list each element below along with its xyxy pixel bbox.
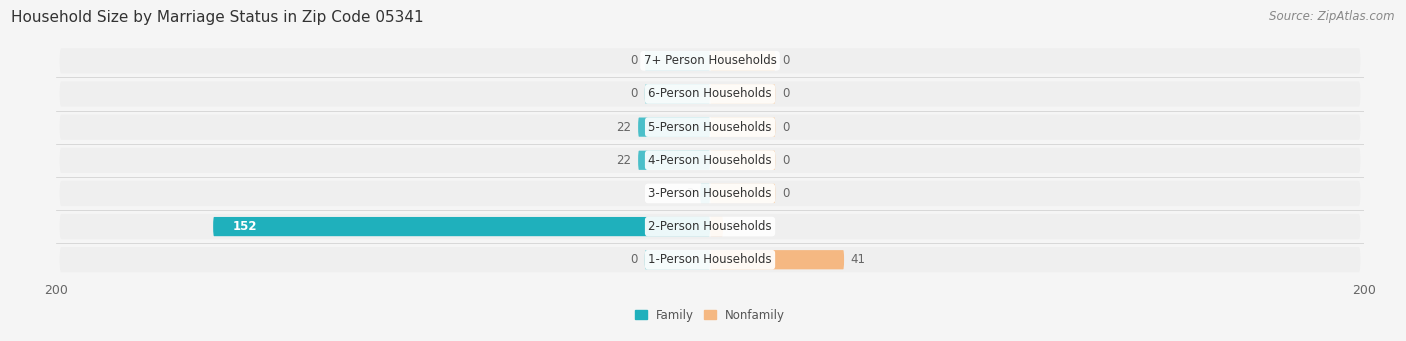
- FancyBboxPatch shape: [638, 118, 710, 137]
- Text: 22: 22: [617, 121, 631, 134]
- Text: 1-Person Households: 1-Person Households: [648, 253, 772, 266]
- Text: 0: 0: [782, 121, 789, 134]
- Text: 4-Person Households: 4-Person Households: [648, 154, 772, 167]
- Text: 0: 0: [631, 87, 638, 101]
- Text: 4: 4: [730, 220, 737, 233]
- FancyBboxPatch shape: [710, 51, 776, 71]
- FancyBboxPatch shape: [59, 81, 1361, 107]
- FancyBboxPatch shape: [710, 184, 776, 203]
- Text: 41: 41: [851, 253, 866, 266]
- Text: 0: 0: [782, 87, 789, 101]
- FancyBboxPatch shape: [59, 48, 1361, 73]
- FancyBboxPatch shape: [214, 217, 710, 236]
- Text: 22: 22: [617, 154, 631, 167]
- Text: 152: 152: [233, 220, 257, 233]
- Text: 0: 0: [631, 54, 638, 67]
- Text: 6-Person Households: 6-Person Households: [648, 87, 772, 101]
- FancyBboxPatch shape: [644, 250, 710, 269]
- FancyBboxPatch shape: [710, 151, 776, 170]
- Text: 3-Person Households: 3-Person Households: [648, 187, 772, 200]
- Text: 0: 0: [782, 54, 789, 67]
- Text: 7+ Person Households: 7+ Person Households: [644, 54, 776, 67]
- FancyBboxPatch shape: [638, 151, 710, 170]
- FancyBboxPatch shape: [700, 184, 710, 203]
- FancyBboxPatch shape: [710, 250, 844, 269]
- FancyBboxPatch shape: [644, 51, 710, 71]
- FancyBboxPatch shape: [644, 84, 710, 104]
- Text: 0: 0: [631, 253, 638, 266]
- FancyBboxPatch shape: [59, 148, 1361, 173]
- Legend: Family, Nonfamily: Family, Nonfamily: [630, 304, 790, 326]
- FancyBboxPatch shape: [59, 115, 1361, 140]
- Text: 0: 0: [782, 154, 789, 167]
- FancyBboxPatch shape: [710, 118, 776, 137]
- FancyBboxPatch shape: [710, 84, 776, 104]
- Text: 0: 0: [782, 187, 789, 200]
- Text: 2-Person Households: 2-Person Households: [648, 220, 772, 233]
- Text: Household Size by Marriage Status in Zip Code 05341: Household Size by Marriage Status in Zip…: [11, 10, 423, 25]
- FancyBboxPatch shape: [59, 181, 1361, 206]
- FancyBboxPatch shape: [59, 247, 1361, 272]
- Text: 5-Person Households: 5-Person Households: [648, 121, 772, 134]
- FancyBboxPatch shape: [710, 217, 723, 236]
- Text: 3: 3: [686, 187, 693, 200]
- FancyBboxPatch shape: [59, 214, 1361, 239]
- Text: Source: ZipAtlas.com: Source: ZipAtlas.com: [1270, 10, 1395, 23]
